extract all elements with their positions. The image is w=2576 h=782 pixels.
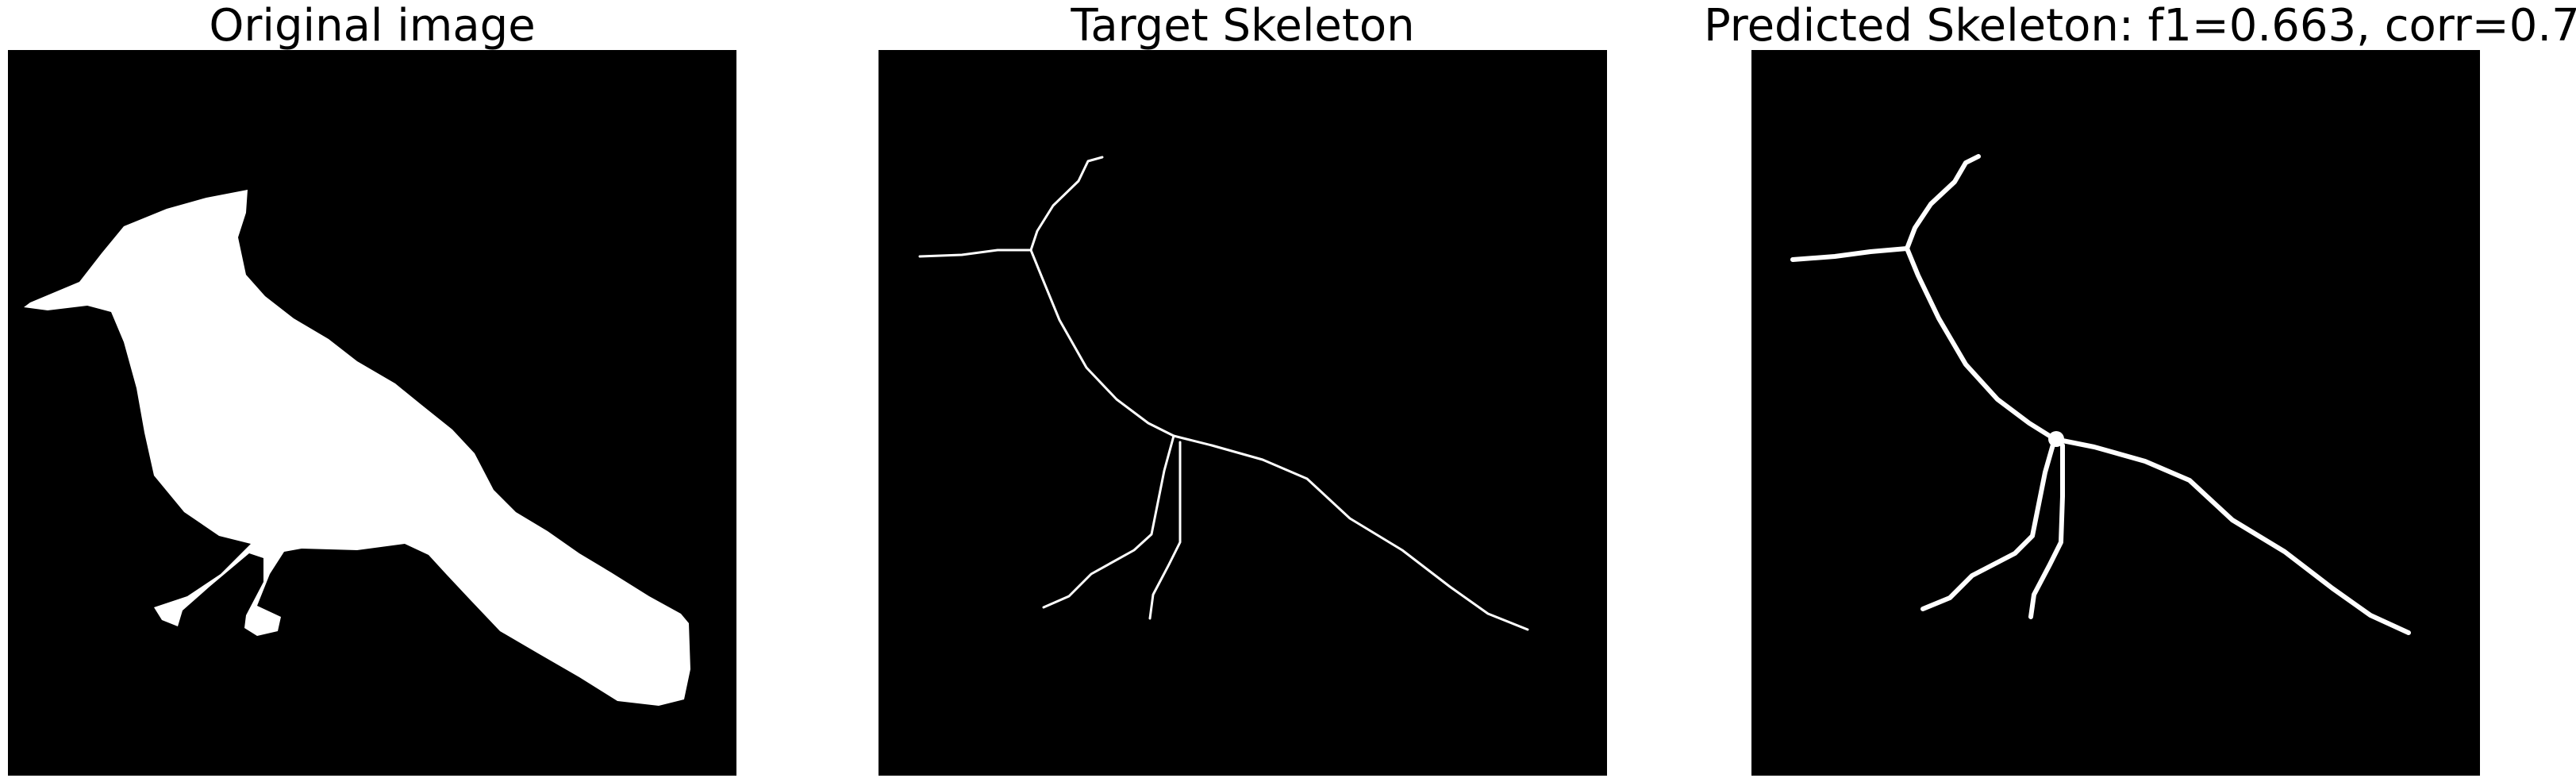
panel-target-skeleton: Target Skeleton <box>879 0 1607 782</box>
target-skeleton-lines <box>918 156 1529 631</box>
predicted-skeleton-lines <box>1790 154 2411 635</box>
panel-predicted-skeleton: Predicted Skeleton: f1=0.663, corr=0.701 <box>1704 0 2576 782</box>
image-frame <box>879 50 1607 776</box>
image-frame <box>1751 50 2480 776</box>
image-frame <box>8 50 736 776</box>
panel-original: Original image <box>8 0 736 782</box>
panel-title: Predicted Skeleton: f1=0.663, corr=0.701 <box>1704 0 2576 52</box>
panel-title: Original image <box>209 0 536 52</box>
panel-title: Target Skeleton <box>1071 0 1415 52</box>
bird-silhouette <box>24 190 690 706</box>
